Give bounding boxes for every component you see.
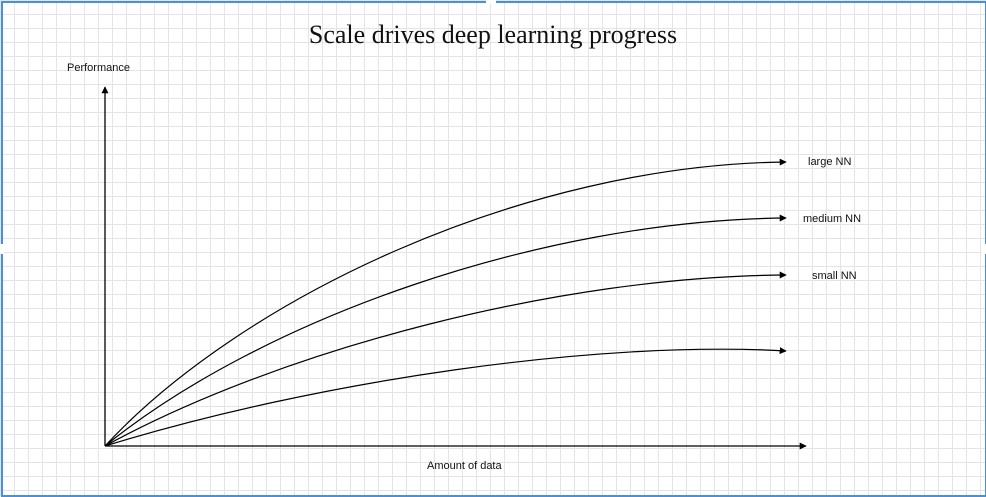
- y-axis-label: Performance: [67, 62, 130, 74]
- frame-gap-left: [0, 244, 4, 254]
- curve-label-large-nn: large NN: [808, 156, 852, 168]
- curve-small-nn: [104, 271, 787, 447]
- curve-medium-nn: [104, 214, 787, 447]
- diagram-title: Scale drives deep learning progress: [308, 20, 678, 49]
- curve-label-small-nn: small NN: [812, 270, 857, 282]
- x-axis-label: Amount of data: [427, 460, 502, 472]
- frame-gap-top: [486, 0, 496, 4]
- frame-gap-right: [982, 244, 986, 254]
- curve-label-medium-nn: medium NN: [803, 213, 862, 225]
- curve-large-nn: [104, 158, 787, 447]
- curve-traditional: [104, 347, 787, 447]
